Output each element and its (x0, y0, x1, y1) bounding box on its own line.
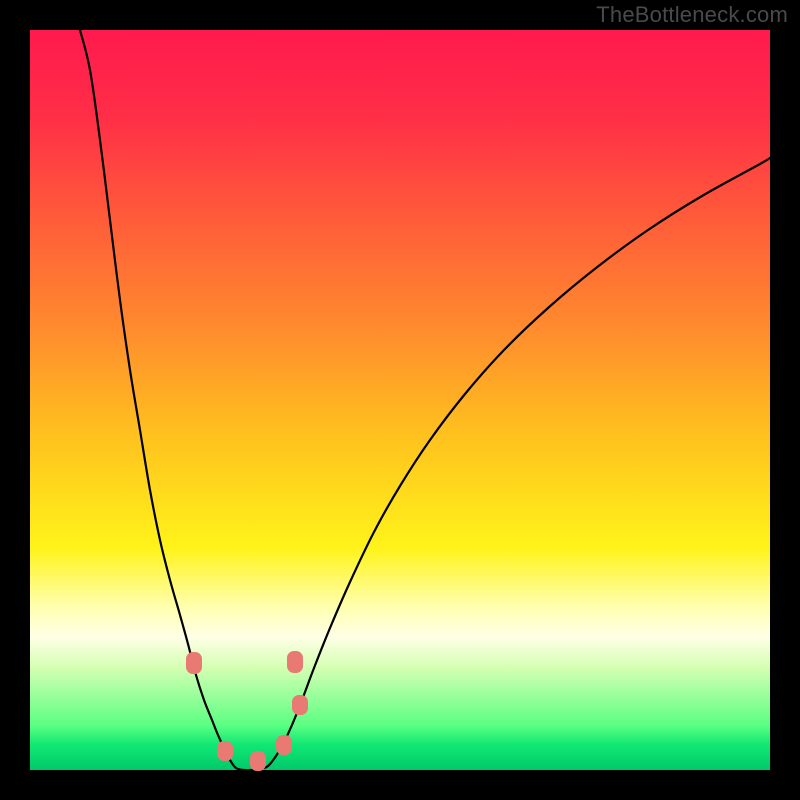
curve-marker (276, 735, 292, 755)
watermark-text: TheBottleneck.com (596, 2, 788, 28)
chart-frame: TheBottleneck.com (0, 0, 800, 800)
curve-marker (292, 695, 308, 715)
curve-marker (287, 651, 303, 673)
plot-area (30, 30, 770, 770)
curve-marker (186, 652, 202, 674)
chart-svg (0, 0, 800, 800)
curve-marker (250, 751, 266, 771)
curve-marker (217, 741, 233, 761)
